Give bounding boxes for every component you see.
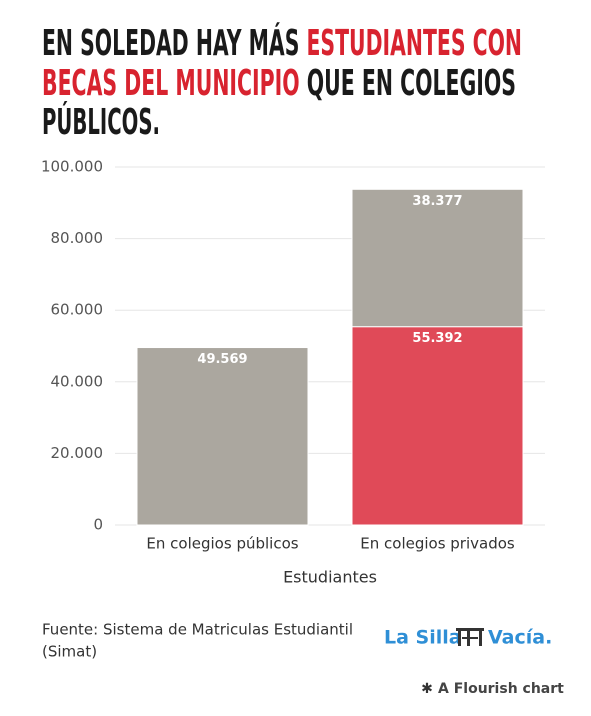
source: (Simat) xyxy=(42,643,97,661)
y-tick-label: 20.000 xyxy=(51,444,104,462)
title-segment: PÚBLICOS. xyxy=(42,101,160,143)
credit: A Flourish chart xyxy=(438,681,564,697)
y-tick-label: 60.000 xyxy=(51,301,104,319)
y-tick-label: 0 xyxy=(93,516,103,534)
x-tick-label: En colegios públicos xyxy=(146,535,298,553)
logo-text: Vacía. xyxy=(488,627,552,649)
value-label: 38.377 xyxy=(412,194,462,209)
title-segment: EN SOLEDAD HAY MÁS xyxy=(42,22,306,64)
title-segment: BECAS DEL MUNICIPIO xyxy=(42,63,300,104)
title-segment: QUE EN COLEGIOS xyxy=(300,63,516,104)
title-segment: ESTUDIANTES CON xyxy=(306,23,522,64)
source: Fuente: Sistema de Matriculas Estudianti… xyxy=(42,621,353,639)
value-label: 49.569 xyxy=(197,352,247,367)
value-label: 55.392 xyxy=(412,331,462,346)
bar-segment xyxy=(351,188,524,328)
y-tick-label: 40.000 xyxy=(51,372,104,390)
logo-icon xyxy=(456,628,484,646)
y-tick-label: 100.000 xyxy=(41,158,103,176)
x-tick-label: En colegios privados xyxy=(360,535,515,553)
bar-segment xyxy=(351,326,524,526)
title-line: BECAS DEL MUNICIPIO QUE EN COLEGIOS xyxy=(42,63,516,104)
title-line: PÚBLICOS. xyxy=(42,101,160,143)
logo-text: La Silla xyxy=(384,627,462,649)
bar-segment xyxy=(136,347,309,526)
y-tick-label: 80.000 xyxy=(51,229,104,247)
chart-title: EN SOLEDAD HAY MÁS ESTUDIANTES CONBECAS … xyxy=(42,22,522,143)
flourish-icon: ✱ xyxy=(421,681,433,697)
x-axis-label: Estudiantes xyxy=(283,568,377,587)
title-line: EN SOLEDAD HAY MÁS ESTUDIANTES CON xyxy=(42,22,522,64)
